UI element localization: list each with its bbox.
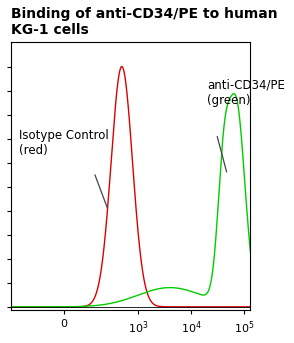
Text: anti-CD34/PE
(green): anti-CD34/PE (green) <box>207 79 285 107</box>
Text: Isotype Control
(red): Isotype Control (red) <box>19 129 109 157</box>
Text: Binding of anti-CD34/PE to human
KG-1 cells: Binding of anti-CD34/PE to human KG-1 ce… <box>11 7 278 37</box>
